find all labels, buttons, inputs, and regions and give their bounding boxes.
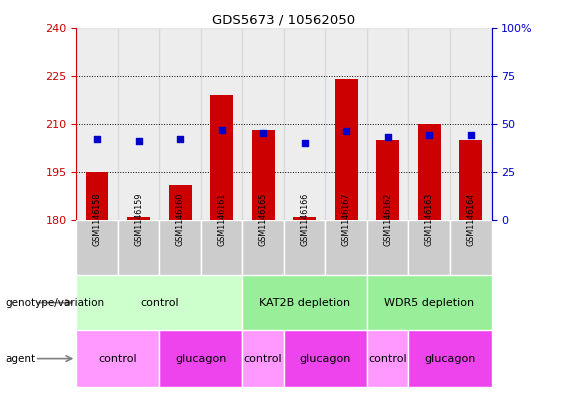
Bar: [459, 140, 482, 220]
Point: [383, 134, 392, 140]
Bar: [242, 28, 284, 220]
Point: [176, 136, 185, 142]
Bar: [127, 217, 150, 220]
Text: GSM1146158: GSM1146158: [93, 193, 102, 246]
Bar: [86, 172, 108, 220]
FancyBboxPatch shape: [242, 275, 367, 330]
Bar: [284, 28, 325, 220]
Text: control: control: [244, 354, 282, 364]
Point: [342, 129, 351, 135]
Text: GSM1146167: GSM1146167: [342, 193, 351, 246]
Bar: [76, 28, 118, 220]
FancyBboxPatch shape: [367, 330, 408, 387]
Text: genotype/variation: genotype/variation: [6, 298, 105, 308]
FancyBboxPatch shape: [242, 220, 284, 275]
Text: glucagon: glucagon: [424, 354, 476, 364]
Bar: [450, 28, 492, 220]
Point: [425, 132, 434, 138]
Bar: [201, 28, 242, 220]
Bar: [325, 28, 367, 220]
FancyBboxPatch shape: [242, 330, 284, 387]
FancyBboxPatch shape: [76, 330, 159, 387]
Bar: [335, 79, 358, 220]
Point: [300, 140, 309, 146]
Bar: [169, 185, 192, 220]
Text: GSM1146160: GSM1146160: [176, 193, 185, 246]
FancyBboxPatch shape: [159, 330, 242, 387]
Bar: [376, 140, 399, 220]
FancyBboxPatch shape: [201, 220, 242, 275]
Point: [466, 132, 475, 138]
Text: WDR5 depletion: WDR5 depletion: [384, 298, 475, 308]
Bar: [408, 28, 450, 220]
Text: GSM1146159: GSM1146159: [134, 193, 143, 246]
FancyBboxPatch shape: [367, 275, 492, 330]
Text: agent: agent: [6, 354, 36, 364]
FancyBboxPatch shape: [325, 220, 367, 275]
Text: GSM1146166: GSM1146166: [300, 193, 309, 246]
Text: GSM1146161: GSM1146161: [217, 193, 226, 246]
Bar: [252, 130, 275, 220]
Text: GSM1146165: GSM1146165: [259, 193, 268, 246]
Point: [259, 130, 268, 137]
Text: glucagon: glucagon: [300, 354, 351, 364]
FancyBboxPatch shape: [408, 220, 450, 275]
Text: control: control: [140, 298, 179, 308]
FancyBboxPatch shape: [76, 220, 118, 275]
FancyBboxPatch shape: [367, 220, 408, 275]
Text: control: control: [368, 354, 407, 364]
Text: GSM1146164: GSM1146164: [466, 193, 475, 246]
Bar: [159, 28, 201, 220]
Text: KAT2B depletion: KAT2B depletion: [259, 298, 350, 308]
Bar: [367, 28, 408, 220]
FancyBboxPatch shape: [408, 330, 492, 387]
Point: [93, 136, 102, 142]
FancyBboxPatch shape: [450, 220, 492, 275]
Text: control: control: [98, 354, 137, 364]
FancyBboxPatch shape: [159, 220, 201, 275]
Text: GSM1146162: GSM1146162: [383, 193, 392, 246]
Point: [134, 138, 143, 144]
Bar: [118, 28, 159, 220]
Bar: [210, 95, 233, 220]
Bar: [293, 217, 316, 220]
Bar: [418, 124, 441, 220]
FancyBboxPatch shape: [284, 330, 367, 387]
FancyBboxPatch shape: [284, 220, 325, 275]
FancyBboxPatch shape: [76, 275, 242, 330]
Text: GSM1146163: GSM1146163: [425, 193, 434, 246]
Point: [217, 127, 226, 133]
Text: glucagon: glucagon: [175, 354, 227, 364]
FancyBboxPatch shape: [118, 220, 159, 275]
Title: GDS5673 / 10562050: GDS5673 / 10562050: [212, 13, 355, 26]
